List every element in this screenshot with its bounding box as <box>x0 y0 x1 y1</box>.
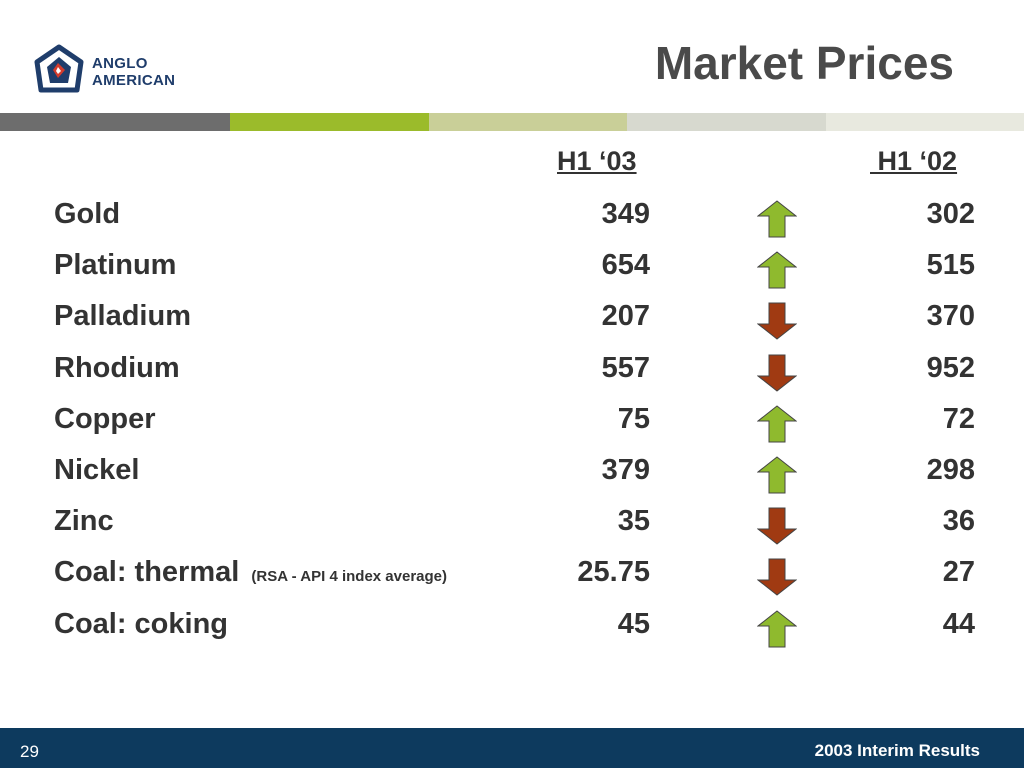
commodity-name: Copper <box>54 403 156 436</box>
arrow-down-icon <box>757 302 797 341</box>
commodity-name-text: Gold <box>54 198 121 230</box>
price-h1-03: 35 <box>617 505 650 538</box>
arrow-down-icon <box>757 558 797 597</box>
commodity-name: Rhodium <box>54 352 180 385</box>
arrow-up-icon <box>757 456 797 494</box>
table-row: Gold 349 302 <box>0 198 1024 249</box>
table-row: Zinc 35 36 <box>0 505 1024 556</box>
price-h1-02: 952 <box>926 351 975 384</box>
header-stripe-segment <box>0 113 230 131</box>
price-h1-03: 207 <box>601 300 650 333</box>
commodity-name-text: Zinc <box>54 505 114 538</box>
commodity-name: Zinc <box>54 505 114 538</box>
price-h1-02: 27 <box>942 556 975 589</box>
price-h1-02: 44 <box>942 607 975 640</box>
table-row: Copper 75 72 <box>0 403 1024 454</box>
table-row: Palladium 207 370 <box>0 300 1024 351</box>
commodity-note: (RSA - API 4 index average) <box>251 568 448 586</box>
price-h1-03: 654 <box>601 249 650 282</box>
commodity-name: Coal: coking <box>54 608 228 641</box>
column-header-h1-02: H1 ‘02 <box>870 146 958 176</box>
price-h1-02: 72 <box>942 402 975 435</box>
table-row: Nickel 379 298 <box>0 454 1024 505</box>
price-h1-03: 25.75 <box>577 556 650 589</box>
table-row: Rhodium 557 952 <box>0 352 1024 403</box>
commodity-name-text: Palladium <box>54 300 191 333</box>
commodity-name-text: Rhodium <box>54 351 180 384</box>
logo-line-1: ANGLO <box>92 55 148 72</box>
price-h1-03: 75 <box>617 402 650 435</box>
table-row: Coal: thermal (RSA - API 4 index average… <box>0 556 1024 607</box>
price-h1-02: 36 <box>942 505 975 538</box>
arrow-up-icon <box>757 200 797 238</box>
header-stripe-segment <box>826 113 1024 131</box>
price-h1-03: 349 <box>601 198 650 230</box>
commodity-name-text: Copper <box>54 402 156 435</box>
commodity-name-text: Nickel <box>54 454 140 486</box>
commodity-name: Nickel <box>54 454 139 487</box>
header-stripe-segment <box>429 113 627 131</box>
commodity-name-text: Coal: thermal <box>54 556 240 589</box>
table-row: Platinum 654 515 <box>0 249 1024 300</box>
price-h1-02: 370 <box>926 300 975 333</box>
header-stripe-segment <box>230 113 429 131</box>
price-h1-03: 557 <box>601 351 650 384</box>
commodity-name: Platinum <box>54 249 176 282</box>
table-row: Coal: coking 45 44 <box>0 608 1024 659</box>
footer-event-title: 2003 Interim Results <box>814 741 980 760</box>
slide-title: Market Prices <box>654 37 954 89</box>
price-h1-02: 302 <box>926 198 975 230</box>
footer-bar: 29 2003 Interim Results <box>0 728 1024 768</box>
commodity-name-text: Coal: coking <box>54 607 229 640</box>
price-h1-03: 45 <box>617 607 650 640</box>
logo-line-2: AMERICAN <box>92 72 176 89</box>
anglo-american-logo-icon <box>34 44 84 93</box>
company-logo: ANGLO AMERICAN <box>32 44 202 98</box>
arrow-up-icon <box>757 609 797 648</box>
column-header-h1-03: H1 ‘03 <box>557 146 637 176</box>
commodity-name: Gold <box>54 198 120 231</box>
arrow-up-icon <box>757 405 797 443</box>
commodity-name: Coal: thermal (RSA - API 4 index average… <box>54 556 447 589</box>
header-stripe-segment <box>627 113 826 131</box>
arrow-up-icon <box>757 251 797 289</box>
arrow-down-icon <box>757 354 797 392</box>
price-h1-02: 515 <box>926 249 975 282</box>
price-h1-03: 379 <box>601 454 650 486</box>
commodity-name-text: Platinum <box>54 249 177 282</box>
arrow-down-icon <box>757 507 797 545</box>
commodity-name: Palladium <box>54 300 191 333</box>
page-number: 29 <box>20 742 39 761</box>
price-h1-02: 298 <box>926 454 975 486</box>
